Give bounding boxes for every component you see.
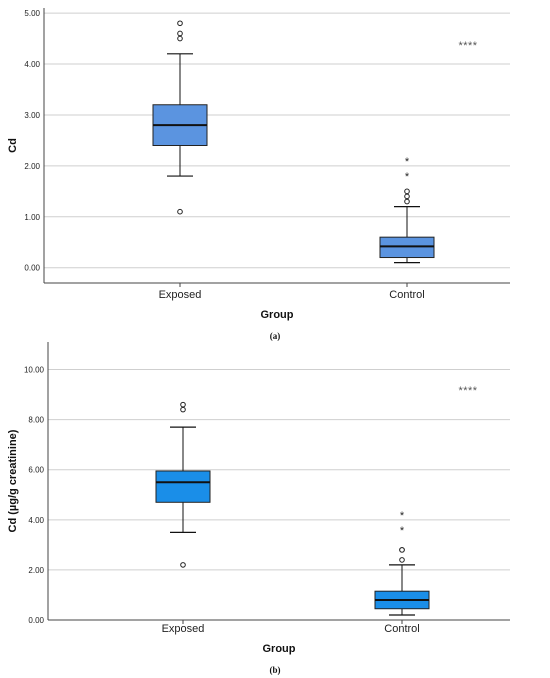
extreme-point: * (405, 171, 410, 183)
x-category-label: Control (384, 623, 419, 635)
box-control: ** (374, 510, 430, 616)
y-axis-title: Cd (µg/g creatinine) (7, 429, 19, 532)
x-category-label: Exposed (159, 289, 202, 301)
y-tick-label: 5.00 (24, 9, 40, 18)
panel-label: (a) (270, 331, 281, 341)
y-tick-label: 8.00 (28, 416, 44, 425)
y-tick-label: 4.00 (28, 516, 44, 525)
extreme-point: * (400, 525, 405, 537)
outlier-point (399, 547, 405, 553)
y-tick-label: 2.00 (24, 162, 40, 171)
y-tick-label: 10.00 (24, 366, 45, 375)
iqr-box (379, 236, 435, 259)
y-tick-label: 2.00 (28, 566, 44, 575)
outlier-point (180, 562, 186, 568)
outlier-point (404, 198, 410, 205)
iqr-box (155, 470, 211, 503)
x-axis-title: Group (263, 643, 296, 655)
outlier-point (399, 557, 405, 563)
chart-panel-2: 0.00 2.00 4.00 6.00 8.00 10.00 Exposed Control G… (7, 342, 510, 675)
box-exposed (155, 401, 211, 568)
x-category-label: Control (389, 289, 424, 301)
box-control: ** (379, 156, 435, 264)
y-tick-label: 4.00 (24, 60, 40, 69)
outlier-point (177, 208, 183, 215)
x-category-label: Exposed (162, 623, 205, 635)
outlier-point (404, 193, 410, 200)
significance-label: **** (458, 385, 477, 397)
y-tick-label: 1.00 (24, 213, 40, 222)
significance-label: **** (458, 40, 477, 52)
y-tick-label: 3.00 (24, 111, 40, 120)
outlier-point (177, 35, 183, 42)
y-tick-label: 6.00 (28, 466, 44, 475)
box-exposed (152, 20, 208, 215)
extreme-point: * (405, 156, 410, 168)
chart-panel-1: 0.00 1.00 2.00 3.00 4.00 5.00 Exposed Control Gr… (7, 8, 510, 341)
outlier-point (177, 20, 183, 27)
y-axis-title: Cd (7, 138, 19, 153)
outlier-point (177, 30, 183, 37)
y-tick-label: 0.00 (24, 264, 40, 273)
outlier-point (180, 401, 186, 408)
y-tick-label: 0.00 (28, 616, 44, 625)
outlier-point (404, 188, 410, 195)
extreme-point: * (400, 510, 405, 522)
panel-label: (b) (270, 665, 281, 675)
x-axis-title: Group (261, 309, 294, 321)
outlier-point (180, 406, 186, 413)
